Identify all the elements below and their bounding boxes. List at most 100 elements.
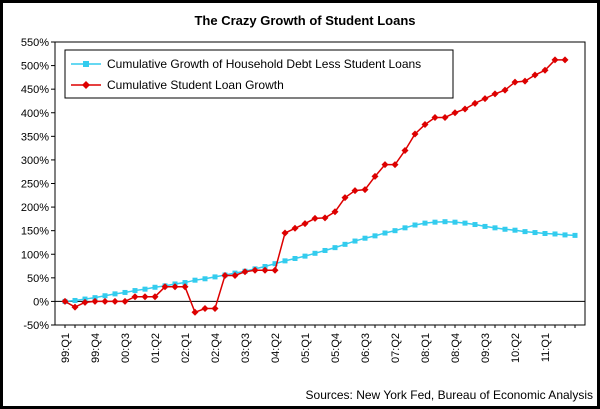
x-tick-label: 10:Q2 (510, 333, 522, 363)
data-point (351, 187, 359, 195)
x-tick-label: 00:Q3 (120, 333, 132, 363)
data-point (141, 293, 149, 301)
legend-marker (82, 81, 90, 89)
x-tick-label: 01:Q2 (150, 333, 162, 363)
data-point (451, 109, 459, 117)
data-point (202, 276, 208, 282)
data-point (541, 66, 549, 74)
y-tick-label: 550% (21, 37, 49, 49)
source-note: Sources: New York Fed, Bureau of Economi… (306, 388, 593, 402)
data-point (442, 219, 448, 225)
x-tick-label: 11:Q1 (540, 333, 552, 362)
x-tick-label: 99:Q4 (90, 333, 102, 363)
y-tick-label: 300% (21, 155, 49, 167)
data-point (502, 226, 508, 232)
y-tick-label: 150% (21, 226, 49, 238)
series-lines (61, 56, 578, 316)
data-point (211, 304, 219, 312)
x-tick-label: 09:Q3 (480, 333, 492, 363)
data-point (391, 161, 399, 169)
x-tick-label: 04:Q2 (270, 333, 282, 363)
data-point (432, 219, 438, 225)
data-point (292, 255, 298, 261)
data-point (561, 56, 569, 64)
data-point (181, 283, 189, 291)
data-point (511, 78, 519, 86)
data-point (262, 264, 268, 270)
data-point (342, 241, 348, 247)
data-point (341, 194, 349, 202)
data-point (472, 222, 478, 228)
legend: Cumulative Growth of Household Debt Less… (64, 49, 454, 99)
data-point (231, 271, 239, 279)
data-point (562, 232, 568, 238)
data-point (392, 228, 398, 234)
data-point (151, 293, 159, 301)
x-tick-label: 07:Q2 (390, 333, 402, 363)
data-point (382, 230, 388, 236)
line-chart: The Crazy Growth of Student Loans -50% 0%… (21, 13, 593, 402)
x-tick-label: 99:Q1 (60, 333, 72, 363)
data-point (132, 288, 138, 294)
data-point (302, 253, 308, 259)
y-tick-label: 50% (27, 273, 49, 285)
data-point (521, 77, 529, 85)
data-point (121, 297, 129, 305)
data-point (111, 297, 119, 305)
y-tick-label: 450% (21, 84, 49, 96)
data-point (471, 99, 479, 107)
data-point (261, 266, 269, 274)
data-point (192, 277, 198, 283)
data-point (352, 238, 358, 244)
data-point (512, 227, 518, 233)
data-point (291, 224, 299, 232)
data-point (461, 105, 469, 113)
data-point (101, 297, 109, 305)
data-point (491, 90, 499, 98)
y-tick-label: 350% (21, 131, 49, 143)
data-point (131, 293, 139, 301)
x-tick-label: 05:Q4 (330, 333, 342, 363)
y-tick-label: 400% (21, 108, 49, 120)
data-point (501, 86, 509, 94)
x-tick-label: 02:Q4 (210, 333, 222, 363)
data-point (361, 186, 369, 194)
data-point (61, 297, 69, 305)
x-tick-label: 02:Q1 (180, 333, 192, 363)
data-point (441, 113, 449, 121)
data-point (532, 230, 538, 236)
data-point (481, 95, 489, 103)
data-point (72, 297, 78, 303)
data-point (312, 250, 318, 256)
data-point (152, 284, 158, 290)
data-point (572, 232, 578, 238)
data-point (522, 229, 528, 235)
y-tick-label: 200% (21, 202, 49, 214)
x-tick-label: 06:Q3 (360, 333, 372, 363)
data-point (182, 280, 188, 286)
data-point (241, 268, 249, 276)
data-point (552, 231, 558, 237)
data-point (71, 303, 79, 311)
legend-label: Cumulative Student Loan Growth (107, 78, 284, 92)
data-point (422, 220, 428, 226)
data-point (171, 283, 179, 291)
y-tick-label: 0% (33, 296, 49, 308)
data-point (322, 247, 328, 253)
x-tick-label: 05:Q1 (300, 333, 312, 363)
data-point (272, 261, 278, 267)
data-point (142, 286, 148, 292)
data-point (402, 225, 408, 231)
data-point (412, 222, 418, 228)
data-point (201, 304, 209, 312)
data-point (482, 223, 488, 229)
data-point (221, 271, 229, 279)
data-point (492, 225, 498, 231)
data-point (321, 214, 329, 222)
data-point (332, 245, 338, 251)
data-point (381, 161, 389, 169)
data-point (301, 220, 309, 228)
data-point (281, 229, 289, 237)
data-point (531, 71, 539, 79)
